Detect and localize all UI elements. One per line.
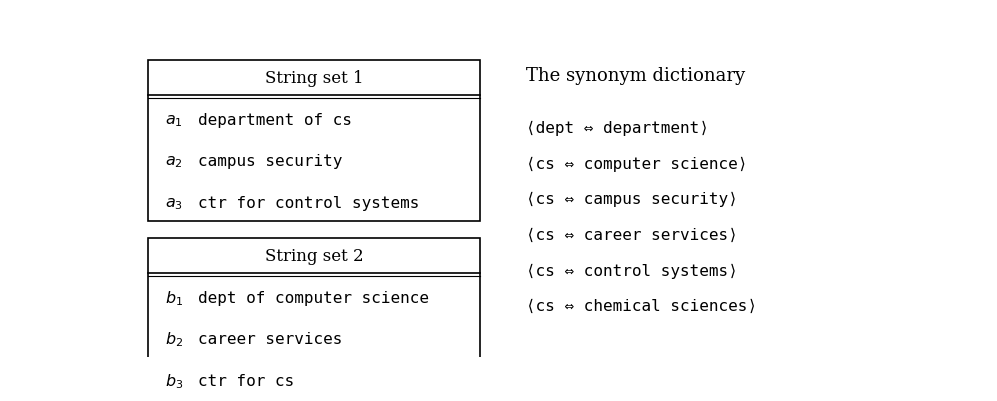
Text: ⟨dept ⇔ department⟩: ⟨dept ⇔ department⟩ bbox=[526, 121, 709, 136]
Text: ⟨cs ⇔ campus security⟩: ⟨cs ⇔ campus security⟩ bbox=[526, 192, 738, 207]
Text: $a_2$: $a_2$ bbox=[165, 153, 182, 170]
Text: $a_1$: $a_1$ bbox=[165, 111, 182, 128]
Text: ⟨cs ⇔ career services⟩: ⟨cs ⇔ career services⟩ bbox=[526, 227, 738, 243]
Text: ⟨cs ⇔ computer science⟩: ⟨cs ⇔ computer science⟩ bbox=[526, 156, 748, 172]
FancyBboxPatch shape bbox=[148, 238, 480, 399]
Text: $b_3$: $b_3$ bbox=[165, 371, 183, 390]
Text: String set 2: String set 2 bbox=[264, 247, 363, 264]
Text: ⟨cs ⇔ control systems⟩: ⟨cs ⇔ control systems⟩ bbox=[526, 263, 738, 278]
Text: ctr for control systems: ctr for control systems bbox=[198, 196, 420, 211]
Text: dept of computer science: dept of computer science bbox=[198, 290, 429, 305]
Text: campus security: campus security bbox=[198, 154, 342, 169]
Text: career services: career services bbox=[198, 332, 342, 346]
Text: String set 1: String set 1 bbox=[264, 70, 363, 87]
Text: The synonym dictionary: The synonym dictionary bbox=[526, 67, 746, 85]
Text: ctr for cs: ctr for cs bbox=[198, 373, 294, 388]
FancyBboxPatch shape bbox=[148, 61, 480, 221]
Text: ⟨cs ⇔ chemical sciences⟩: ⟨cs ⇔ chemical sciences⟩ bbox=[526, 298, 758, 314]
Text: department of cs: department of cs bbox=[198, 112, 352, 128]
Text: $a_3$: $a_3$ bbox=[165, 195, 182, 212]
Text: $b_2$: $b_2$ bbox=[165, 330, 182, 348]
Text: $b_1$: $b_1$ bbox=[165, 288, 182, 307]
